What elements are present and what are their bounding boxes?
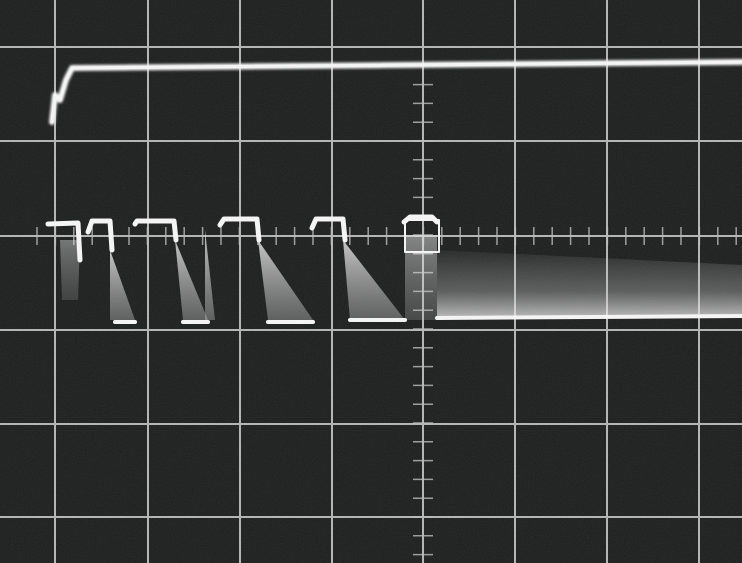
page: (() => { const data = JSON.parse(documen… [0,0,742,563]
oscilloscope-screen [0,0,742,563]
